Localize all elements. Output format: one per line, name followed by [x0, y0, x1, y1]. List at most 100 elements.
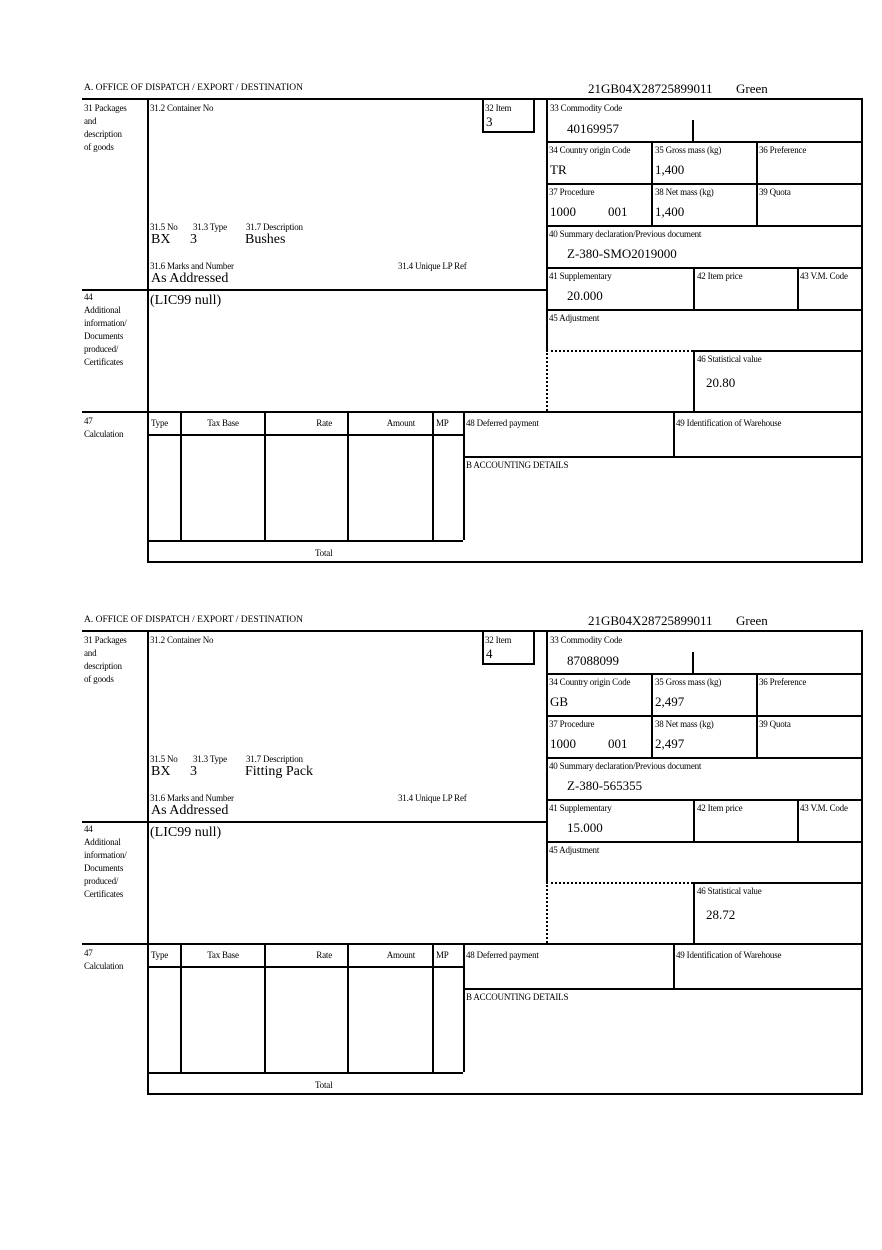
divider: [546, 715, 861, 717]
divider: [347, 411, 349, 540]
divider: [432, 411, 434, 540]
divider: [463, 988, 861, 990]
divider: [693, 350, 695, 411]
route-status: Green: [736, 81, 768, 96]
package-no: BX: [151, 764, 171, 779]
marks-value: As Addressed: [151, 271, 229, 286]
vm-code-label: 43 V.M. Code: [800, 803, 848, 813]
net-mass: 2,497: [655, 736, 685, 751]
preference-label: 36 Preference: [759, 677, 807, 687]
gross-mass-label: 35 Gross mass (kg): [655, 677, 722, 687]
label-line: Documents: [84, 863, 124, 873]
calc-mp-header: MP: [436, 950, 449, 960]
divider: [861, 630, 863, 1095]
supplementary-label: 41 Supplementary: [549, 803, 612, 813]
label-line: Certificates: [84, 889, 124, 899]
marks-label: 31.6 Marks and Number: [150, 261, 234, 271]
package-type-label: 31.3 Type: [193, 222, 227, 232]
marks-label: 31.6 Marks and Number: [150, 793, 234, 803]
divider: [861, 98, 863, 563]
declaration-item-block: A. OFFICE OF DISPATCH / EXPORT / DESTINA…: [0, 613, 882, 1095]
declaration-reference: 21GB04X28725899011: [588, 81, 713, 96]
divider: [693, 882, 695, 943]
calculation-label: 47 Calculation: [84, 415, 123, 441]
container-no-label: 31.2 Container No: [150, 635, 214, 645]
calculation-label: 47 Calculation: [84, 947, 123, 973]
summary-declaration-label: 40 Summary declaration/Previous document: [549, 229, 702, 239]
divider: [180, 411, 182, 540]
label-line: of goods: [84, 142, 114, 152]
statistical-value-label: 46 Statistical value: [697, 354, 762, 364]
additional-info-label: 44 Additional information/ Documents pro…: [84, 291, 127, 369]
packages-label: 31 Packages and description of goods: [84, 634, 127, 686]
divider: [546, 799, 861, 801]
divider: [147, 540, 463, 542]
item-label: 32 Item: [485, 103, 512, 113]
declaration-item-block: A. OFFICE OF DISPATCH / EXPORT / DESTINA…: [0, 81, 882, 563]
gross-mass: 2,497: [655, 694, 685, 709]
divider: [693, 882, 861, 884]
item-price-label: 42 Item price: [697, 271, 743, 281]
supplementary-units: 20.000: [567, 288, 603, 303]
label-line: Additional: [84, 837, 121, 847]
net-mass-label: 38 Net mass (kg): [655, 187, 714, 197]
country-origin-label: 34 Country origin Code: [549, 145, 631, 155]
procedure-label: 37 Procedure: [549, 187, 595, 197]
commodity-code-label: 33 Commodity Code: [550, 635, 623, 645]
dotted-divider: [546, 882, 548, 943]
deferred-payment-label: 48 Deferred payment: [466, 950, 539, 960]
label-line: 31 Packages: [84, 635, 127, 645]
office-heading: A. OFFICE OF DISPATCH / EXPORT / DESTINA…: [84, 83, 304, 93]
calc-total-label: Total: [315, 548, 333, 558]
quota-label: 39 Quota: [759, 187, 791, 197]
statistical-value: 28.72: [706, 907, 736, 922]
country-origin-label: 34 Country origin Code: [549, 677, 631, 687]
divider: [692, 652, 694, 673]
label-line: Calculation: [84, 961, 124, 971]
dotted-divider: [546, 350, 548, 411]
divider: [264, 943, 266, 1072]
divider: [692, 120, 694, 141]
divider: [651, 673, 653, 757]
divider: [546, 225, 861, 227]
label-line: 31 Packages: [84, 103, 127, 113]
divider: [82, 411, 861, 413]
deferred-payment-label: 48 Deferred payment: [466, 418, 539, 428]
label-line: and: [84, 648, 97, 658]
vm-code-label: 43 V.M. Code: [800, 271, 848, 281]
calc-rate-header: Rate: [316, 418, 332, 428]
additional-info-label: 44 Additional information/ Documents pro…: [84, 823, 127, 901]
procedure-extra-code: 001: [608, 204, 628, 219]
divider: [463, 411, 465, 540]
warehouse-label: 49 Identification of Warehouse: [676, 950, 782, 960]
item-price-label: 42 Item price: [697, 803, 743, 813]
net-mass-label: 38 Net mass (kg): [655, 719, 714, 729]
divider: [147, 966, 463, 968]
divider: [347, 943, 349, 1072]
supplementary-units: 15.000: [567, 820, 603, 835]
gross-mass-label: 35 Gross mass (kg): [655, 145, 722, 155]
divider: [673, 943, 675, 988]
summary-declaration: Z-380-565355: [567, 778, 643, 793]
divider: [693, 799, 695, 841]
gross-mass: 1,400: [655, 162, 685, 177]
label-line: produced/: [84, 344, 119, 354]
marks-value: As Addressed: [151, 803, 229, 818]
label-line: Additional: [84, 305, 121, 315]
label-line: produced/: [84, 876, 119, 886]
summary-declaration-label: 40 Summary declaration/Previous document: [549, 761, 702, 771]
divider: [147, 98, 149, 563]
commodity-code: 40169957: [567, 121, 619, 136]
label-line: and: [84, 116, 97, 126]
divider: [463, 943, 465, 1072]
divider: [797, 267, 799, 309]
divider: [546, 309, 861, 311]
supplementary-label: 41 Supplementary: [549, 271, 612, 281]
package-type-label: 31.3 Type: [193, 754, 227, 764]
office-heading: A. OFFICE OF DISPATCH / EXPORT / DESTINA…: [84, 615, 304, 625]
accounting-details-label: B ACCOUNTING DETAILS: [466, 992, 569, 1002]
label-line: 47: [84, 948, 93, 958]
statistical-value-label: 46 Statistical value: [697, 886, 762, 896]
divider: [264, 411, 266, 540]
item-number: 3: [486, 114, 493, 129]
